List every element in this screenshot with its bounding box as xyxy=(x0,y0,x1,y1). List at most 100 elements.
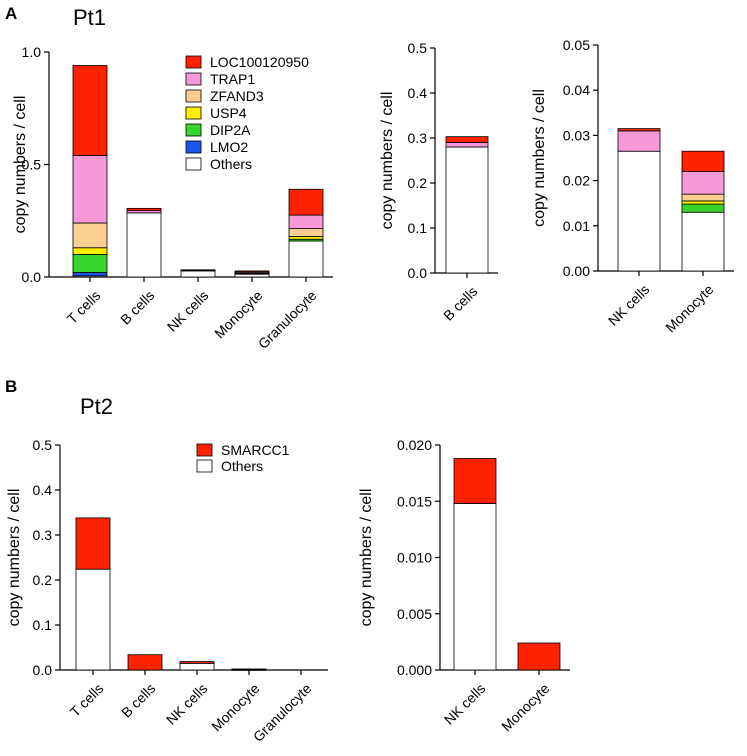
legend-label: LOC100120950 xyxy=(210,54,309,70)
bar-segment xyxy=(681,200,725,205)
legend-label: LMO2 xyxy=(210,139,248,155)
x-tick-label: Granulocyte xyxy=(255,287,320,352)
y-tick-label: 0.000 xyxy=(397,662,432,678)
y-tick-label: 0.1 xyxy=(33,617,53,633)
legend-label: USP4 xyxy=(210,105,247,121)
bar-segment xyxy=(126,207,162,212)
y-tick-label: 0.04 xyxy=(563,82,590,98)
x-tick-label: NK cells xyxy=(605,281,653,329)
legend-swatch xyxy=(185,140,202,154)
x-tick-label: B cells xyxy=(440,283,480,323)
bar-segment xyxy=(445,136,489,143)
bar-segment xyxy=(681,150,725,172)
y-tick-label: 0.0 xyxy=(22,269,42,285)
y-tick-label: 0.010 xyxy=(397,550,432,566)
y-tick-label: 0.2 xyxy=(408,175,428,191)
bar-segment xyxy=(617,150,661,272)
panel-title-pt1: Pt1 xyxy=(73,5,106,30)
bar-segment xyxy=(453,458,497,504)
y-tick-label: 1.0 xyxy=(22,44,42,60)
x-tick-label: NK cells xyxy=(163,680,211,728)
chart-pt1-bcells: 0.0 0.1 0.2 0.3 0.4 0.5 copy numbers / cell B c… xyxy=(379,40,498,324)
bar-segment xyxy=(72,272,108,277)
legend-swatch xyxy=(185,157,202,171)
y-tick-label: 0.020 xyxy=(397,437,432,453)
y-tick-label: 0.00 xyxy=(563,263,590,279)
y-tick-label: 0.0 xyxy=(33,662,53,678)
bar-segment xyxy=(180,270,216,278)
bar-segment xyxy=(180,269,216,271)
y-axis-label: copy numbers / cell xyxy=(6,489,23,627)
legend-swatch xyxy=(185,72,202,86)
bar-segment xyxy=(231,668,267,671)
bar-segment xyxy=(288,214,324,230)
chart-pt2-nk-mono: 0.000 0.005 0.010 0.015 0.020 copy numbers / … xyxy=(358,437,570,734)
legend-swatch xyxy=(185,106,202,120)
y-tick-label: 0.3 xyxy=(33,527,53,543)
x-tick-label: Monocyte xyxy=(498,680,552,734)
bar-segment xyxy=(681,203,725,213)
y-axis-label: copy numbers / cell xyxy=(379,92,396,230)
x-tick-label: Monocyte xyxy=(211,287,265,341)
legend-swatch xyxy=(196,443,213,457)
bar-segment xyxy=(179,661,215,664)
y-tick-label: 0.4 xyxy=(33,482,53,498)
y-axis-label: copy numbers / cell xyxy=(12,96,29,234)
bar-segment xyxy=(72,155,108,224)
legend-label: Others xyxy=(221,458,263,474)
bar-segment xyxy=(681,171,725,195)
x-tick-label: NK cells xyxy=(441,680,489,728)
bar-segment xyxy=(288,236,324,240)
bar-segment xyxy=(617,130,661,152)
panel-letter-b: B xyxy=(5,377,17,396)
x-tick-label: B cells xyxy=(117,287,157,327)
bar-segment xyxy=(234,270,270,273)
bar-segment xyxy=(126,212,162,278)
legend-label: SMARCC1 xyxy=(221,442,290,458)
panel-letter-a: A xyxy=(5,4,17,23)
bar-segment xyxy=(75,517,111,570)
legend-swatch xyxy=(185,123,202,137)
legend-label: ZFAND3 xyxy=(210,88,264,104)
charts-layer: 0.0 0.5 1.0 copy numbers / cell T cells B cel… xyxy=(6,37,734,745)
bar-segment xyxy=(517,642,561,671)
y-tick-label: 0.5 xyxy=(22,157,42,173)
y-tick-label: 0.5 xyxy=(33,437,53,453)
bar-segment xyxy=(72,65,108,156)
y-tick-label: 0.01 xyxy=(563,218,590,234)
y-tick-label: 0.5 xyxy=(408,40,428,56)
y-tick-label: 0.3 xyxy=(408,130,428,146)
legend-swatch xyxy=(185,55,202,69)
legend-label: DIP2A xyxy=(210,122,251,138)
x-tick-label: T cells xyxy=(67,680,107,720)
bar-segment xyxy=(445,146,489,274)
bar-segment xyxy=(179,662,215,671)
x-tick-label: B cells xyxy=(118,680,158,720)
bar-segment xyxy=(288,228,324,237)
bar-segment xyxy=(288,240,324,278)
chart-pt2-main: 0.0 0.1 0.2 0.3 0.4 0.5 copy numbers / cell T c… xyxy=(6,437,328,745)
y-tick-label: 0.005 xyxy=(397,606,432,622)
bar-segment xyxy=(681,211,725,272)
x-tick-label: T cells xyxy=(64,287,104,327)
bar-segment xyxy=(75,568,111,671)
legend-label: TRAP1 xyxy=(210,71,255,87)
x-tick-label: Monocyte xyxy=(662,281,716,335)
bar-segment xyxy=(72,247,108,255)
bar-segment xyxy=(127,654,163,671)
bar-segment xyxy=(453,503,497,671)
panel-title-pt2: Pt2 xyxy=(80,394,113,419)
y-axis-label: copy numbers / cell xyxy=(358,489,375,627)
y-tick-label: 0.1 xyxy=(408,220,428,236)
y-tick-label: 0.02 xyxy=(563,173,590,189)
legend-swatch xyxy=(185,89,202,103)
chart-pt1-main: 0.0 0.5 1.0 copy numbers / cell T cells B cel… xyxy=(12,44,333,352)
y-tick-label: 0.0 xyxy=(408,265,428,281)
legend-label: Others xyxy=(210,156,252,172)
y-tick-label: 0.03 xyxy=(563,127,590,143)
bar-segment xyxy=(617,128,661,132)
bar-segment xyxy=(72,254,108,273)
y-tick-label: 0.05 xyxy=(563,37,590,53)
bar-segment xyxy=(288,188,324,216)
